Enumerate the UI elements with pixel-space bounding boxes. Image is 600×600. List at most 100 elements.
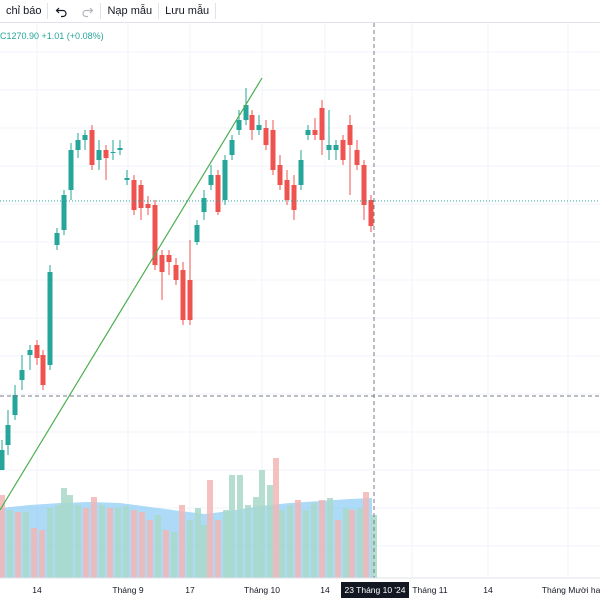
candle-up	[96, 150, 102, 160]
volume-bar-down	[319, 500, 325, 578]
candle-up	[194, 225, 200, 242]
candle-down	[131, 180, 137, 210]
volume-bar-up	[23, 512, 29, 578]
toolbar-divider	[100, 3, 102, 19]
candle-up	[305, 130, 311, 135]
candle-up	[326, 145, 332, 150]
candle-down	[263, 128, 269, 145]
volume-bar-up	[245, 505, 251, 578]
volume-bar-up	[371, 515, 377, 578]
undo-icon	[54, 4, 68, 18]
price-chart[interactable]: 14 Tháng 9 17 Tháng 10 14 Tháng 11 14 Tháng Mườ…	[0, 23, 600, 600]
candle-up	[61, 195, 67, 230]
candle-down	[159, 255, 165, 272]
volume-bar-down	[335, 520, 341, 578]
volume-bar-down	[349, 510, 355, 578]
volume-bar-up	[311, 503, 317, 578]
time-axis-tick-label: 14	[483, 585, 493, 595]
chart-toolbar: chỉ báo Nạp mẫu Lưu mẫu	[0, 0, 600, 23]
volume-bar-up	[123, 506, 129, 578]
candle-down	[368, 200, 374, 226]
indicators-button[interactable]: chỉ báo	[0, 0, 47, 22]
candle-up	[110, 152, 116, 153]
price-readout: C1270.90 +1.01 (+0.08%)	[0, 31, 104, 41]
volume-bar-up	[61, 488, 67, 578]
volume-bar-up	[7, 510, 13, 578]
load-template-button[interactable]: Nạp mẫu	[101, 0, 158, 22]
volume-bar-up	[303, 510, 309, 578]
volume-bar-down	[215, 520, 221, 578]
volume-bar-down	[15, 512, 21, 578]
volume-bar-up	[195, 508, 201, 578]
toolbar-divider	[47, 3, 49, 19]
volume-bar-up	[357, 508, 363, 578]
volume-bar-up	[155, 515, 161, 578]
volume-bar-down	[273, 458, 279, 578]
volume-bar-up	[229, 475, 235, 578]
candle-up	[117, 148, 123, 150]
candle-down	[40, 355, 46, 385]
candle-up	[75, 140, 81, 150]
candle-down	[270, 130, 276, 170]
candle-down	[34, 345, 40, 358]
candle-down	[347, 125, 353, 145]
candle-up	[256, 125, 262, 130]
candle-up	[0, 450, 5, 470]
volume-bar-down	[147, 520, 153, 578]
volume-bar-down	[39, 530, 45, 578]
candle-down	[145, 204, 151, 208]
volume-bar-down	[0, 495, 5, 578]
time-axis-tick-label: Tháng 9	[112, 585, 143, 595]
volume-bar-down	[139, 512, 145, 578]
load-template-label: Nạp mẫu	[107, 5, 153, 17]
undo-button[interactable]	[48, 0, 74, 22]
volume-bar-down	[83, 508, 89, 578]
volume-bar-up	[223, 510, 229, 578]
volume-bar-up	[259, 470, 265, 578]
volume-bar-up	[99, 505, 105, 578]
time-axis-tick-label: 17	[185, 585, 195, 595]
candle-up	[47, 272, 53, 365]
candle-up	[201, 198, 207, 212]
volume-bar-up	[253, 497, 259, 578]
candle-up	[208, 175, 214, 185]
volume-bar-up	[267, 485, 273, 578]
candle-up	[236, 120, 242, 130]
candle-down	[173, 265, 179, 280]
candle-down	[187, 280, 193, 320]
redo-button[interactable]	[74, 0, 100, 22]
save-template-button[interactable]: Lưu mẫu	[159, 0, 215, 22]
candle-down	[215, 175, 221, 212]
trendline[interactable]	[0, 77, 263, 511]
time-axis-tick-label: Tháng Mười hai	[542, 585, 600, 595]
candle-up	[54, 233, 60, 245]
candle-up	[222, 160, 228, 200]
volume-bar-down	[363, 492, 369, 578]
redo-icon	[80, 4, 94, 18]
volume-bar-down	[163, 530, 169, 578]
time-axis-tick-label: Tháng 10	[244, 585, 280, 595]
indicators-label: chỉ báo	[6, 5, 42, 17]
candle-down	[180, 270, 186, 320]
time-axis[interactable]	[0, 578, 600, 600]
candle-down	[277, 165, 283, 185]
volume-bar-up	[237, 475, 243, 578]
volume-bar-up	[67, 495, 73, 578]
candle-down	[319, 108, 325, 140]
volume-bar-down	[91, 497, 97, 578]
candle-up	[68, 150, 74, 190]
volume-bar-up	[55, 505, 61, 578]
time-axis-tick-label: 14	[32, 585, 42, 595]
volume-bar-down	[107, 508, 113, 578]
volume-bar-down	[207, 480, 213, 578]
candle-up	[333, 145, 339, 150]
volume-bar-up	[75, 505, 81, 578]
candle-down	[361, 165, 367, 205]
volume-bar-up	[47, 508, 53, 578]
candle-down	[249, 115, 255, 130]
candle-down	[354, 150, 360, 165]
volume-bar-up	[187, 520, 193, 578]
candle-up	[229, 140, 235, 155]
crosshair-date-label: 23 Tháng 10 '24	[344, 585, 405, 595]
candle-up	[243, 105, 249, 120]
